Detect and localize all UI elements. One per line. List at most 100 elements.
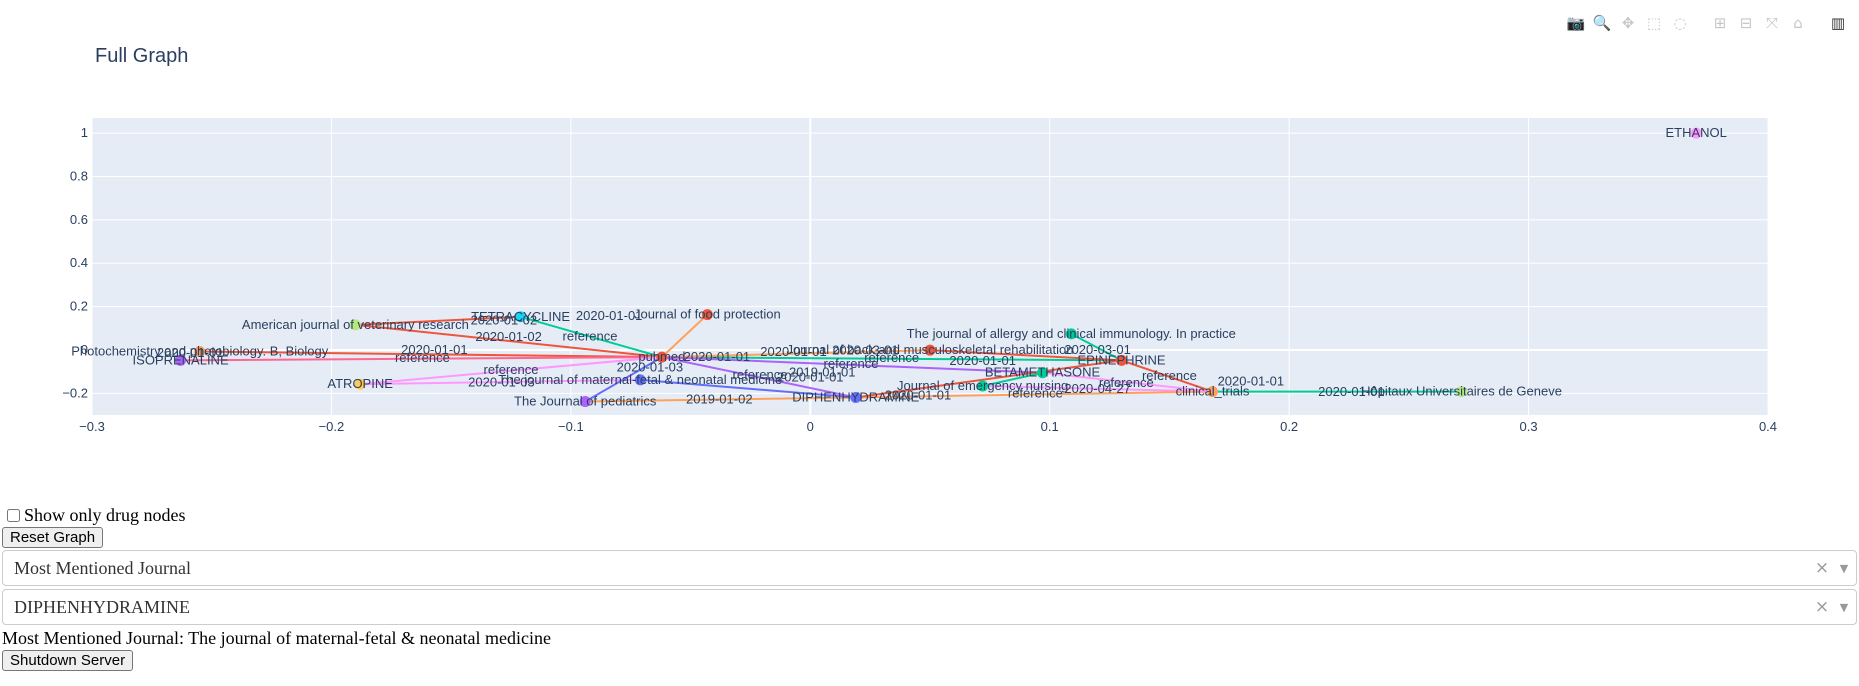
node-label: The journal of maternal-fetal & neonatal… xyxy=(498,372,782,387)
box-select-icon[interactable]: ⬚ xyxy=(1646,14,1662,32)
drug-dropdown-value: DIPHENHYDRAMINE xyxy=(14,596,190,617)
node-label: reference xyxy=(864,350,919,365)
node-label: 2020-03-01 xyxy=(832,343,899,358)
graph-edge xyxy=(661,349,931,359)
x-tick-label: 0.2 xyxy=(1280,419,1298,434)
graph-edge xyxy=(180,356,662,362)
chevron-down-icon[interactable]: ▼ xyxy=(1839,600,1849,614)
lasso-select-icon[interactable]: ◌ xyxy=(1673,14,1687,32)
graph-edge xyxy=(661,356,1043,374)
graph-node xyxy=(354,378,366,390)
node-label: 2020-01-01 xyxy=(949,353,1016,368)
graph-edge xyxy=(1042,371,1213,393)
node-label: 2020-01-01 xyxy=(885,387,952,402)
chevron-down-icon[interactable]: ▼ xyxy=(1839,561,1849,575)
node-label: 2020-04-27 xyxy=(1064,381,1131,396)
node-label: 2020-03-01 xyxy=(1064,342,1131,357)
graph-node xyxy=(1065,328,1077,340)
y-tick-label: 0.8 xyxy=(70,169,88,184)
node-label: 2020-01-01 xyxy=(1218,374,1285,389)
graph-node xyxy=(515,311,527,323)
graph-node xyxy=(1116,354,1128,366)
node-label: Photochemistry and photobiology. B, Biol… xyxy=(71,343,329,358)
graph-edge xyxy=(661,313,709,358)
graph-edge xyxy=(855,359,1122,399)
graph-node xyxy=(850,391,862,403)
graph-edge xyxy=(360,356,662,386)
graph-edge xyxy=(661,356,856,399)
node-label: reference xyxy=(563,328,618,343)
x-tick-label: 0.1 xyxy=(1041,419,1059,434)
zoom-icon[interactable]: 🔍 xyxy=(1592,14,1612,32)
graph-node xyxy=(194,345,206,357)
modebar: 📷 🔍 ✥ ⬚ ◌ ⊞ ⊟ ⤧ ⌂ ▥ xyxy=(1565,12,1849,34)
plot-area[interactable]: −0.3 −0.2 −0.1 0 0.1 0.2 0.3 0.4 −0.2 0 0.2 0.4 0.6 0… xyxy=(0,0,1859,460)
node-label: reference xyxy=(1008,386,1063,401)
y-tick-label: 0.2 xyxy=(70,299,88,314)
node-label: TETRACYCLINE xyxy=(471,309,570,324)
graph-figure: 📷 🔍 ✥ ⬚ ◌ ⊞ ⊟ ⤧ ⌂ ▥ Full Graph −0.3 −0.2−… xyxy=(0,0,1859,460)
graph-node xyxy=(175,354,187,366)
query-dropdown[interactable]: Most Mentioned Journal × ▼ xyxy=(2,550,1857,586)
pan-icon[interactable]: ✥ xyxy=(1621,14,1635,32)
node-label: 2020-01-02 xyxy=(475,329,542,344)
node-label: 2019-01-01 xyxy=(789,365,856,380)
camera-icon[interactable]: 📷 xyxy=(1566,14,1586,32)
y-tick-label: 0.4 xyxy=(70,255,88,270)
y-tick-label: 0.6 xyxy=(70,212,88,227)
graph-edge xyxy=(199,350,662,359)
node-label: clinical_trials xyxy=(1176,384,1250,399)
y-tick-label: 1 xyxy=(81,125,88,140)
x-tick-label: −0.1 xyxy=(558,419,584,434)
clear-icon[interactable]: × xyxy=(1814,597,1830,617)
node-label: The journal of allergy and clinical immu… xyxy=(907,326,1236,341)
graph-edge xyxy=(640,378,856,399)
node-label: pubmed xyxy=(638,349,685,364)
drug-only-checkbox[interactable] xyxy=(7,509,20,522)
node-label: 2020-01-01 xyxy=(760,344,827,359)
node-label: Journal of food protection xyxy=(634,307,781,322)
graph-node xyxy=(349,319,361,331)
node-label: Hôpitaux Universitaires de Geneve xyxy=(1361,384,1562,399)
graph-edge xyxy=(855,390,1213,399)
graph-node xyxy=(977,380,989,392)
x-tick-label: 0.4 xyxy=(1759,419,1777,434)
graph-edge xyxy=(1070,333,1123,362)
node-label: reference xyxy=(1099,375,1154,390)
node-label: 2020-01-01 xyxy=(1318,384,1385,399)
plotly-logo-icon[interactable]: ▥ xyxy=(1830,14,1846,32)
graph-node xyxy=(579,396,591,408)
drug-dropdown[interactable]: DIPHENHYDRAMINE × ▼ xyxy=(2,589,1857,625)
reset-graph-button[interactable]: Reset Graph xyxy=(2,527,104,548)
graph-edge xyxy=(585,396,856,403)
autoscale-icon[interactable]: ⤧ xyxy=(1765,14,1778,32)
query-dropdown-value: Most Mentioned Journal xyxy=(14,557,191,578)
graph-node xyxy=(634,374,646,386)
node-label: 2020-01-01 xyxy=(576,308,643,323)
node-label: ISOPRENALINE xyxy=(133,352,229,367)
plot-background xyxy=(92,118,1768,415)
reset-axes-icon[interactable]: ⌂ xyxy=(1793,14,1803,32)
y-tick-label: −0.2 xyxy=(62,385,88,400)
zoom-in-icon[interactable]: ⊞ xyxy=(1713,14,1727,32)
drug-only-toggle[interactable]: Show only drug nodes xyxy=(5,505,186,526)
graph-edge xyxy=(520,315,663,359)
graph-node xyxy=(1037,367,1049,379)
graph-edge xyxy=(360,378,641,386)
zoom-out-icon[interactable]: ⊟ xyxy=(1739,14,1753,32)
graph-node xyxy=(924,344,936,356)
node-label: 2020-01-03 xyxy=(617,359,684,374)
node-label: American journal of veterinary research xyxy=(242,317,469,332)
graph-edge xyxy=(929,349,1122,362)
x-tick-label: −0.2 xyxy=(319,419,345,434)
clear-icon[interactable]: × xyxy=(1814,558,1830,578)
chart-title: Full Graph xyxy=(95,45,189,67)
node-label: reference xyxy=(1142,368,1197,383)
graph-edge xyxy=(982,384,1213,393)
node-label: 2020-01-01 xyxy=(684,349,751,364)
graph-edge xyxy=(584,356,663,403)
shutdown-server-button[interactable]: Shutdown Server xyxy=(2,650,134,671)
node-label: reference xyxy=(733,367,788,382)
node-label: BETAMETHASONE xyxy=(985,365,1101,380)
node-label: ETHANOL xyxy=(1665,125,1726,140)
